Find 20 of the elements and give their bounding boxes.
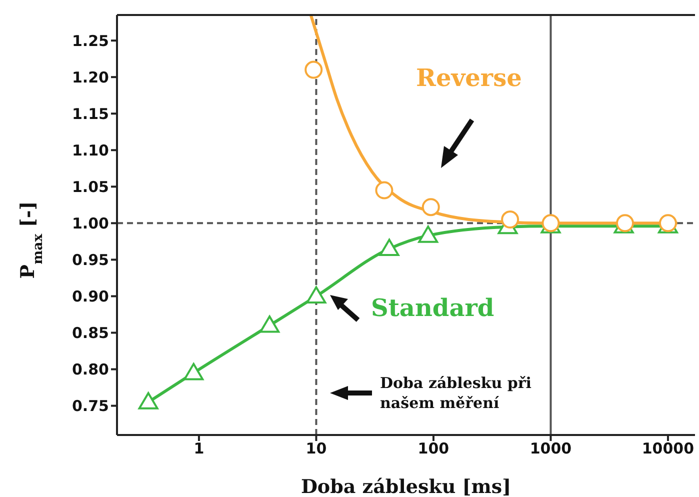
series-label: Standard	[371, 293, 494, 322]
y-tick-label: 1.00	[72, 214, 109, 232]
x-tick-label: 10	[306, 440, 327, 458]
x-axis-title: Doba záblesku [ms]	[300, 476, 512, 497]
y-tick-label: 0.95	[72, 251, 109, 270]
y-tick-label: 0.80	[72, 360, 109, 379]
x-tick-label: 100	[418, 440, 450, 458]
y-tick-label: 1.05	[72, 178, 109, 196]
x-tick-label: 1	[194, 440, 204, 458]
y-tick-label: 1.20	[72, 68, 109, 86]
x-tick-label: 10000	[642, 440, 694, 458]
y-tick-label: 1.15	[72, 104, 109, 123]
text: Reverse	[416, 63, 522, 92]
annotation: Doba záblesku při našem měření	[380, 374, 532, 412]
y-tick-label: 0.75	[72, 397, 109, 416]
y-tick-label: 0.85	[72, 324, 109, 342]
x-tick-label: 1000	[530, 440, 572, 458]
y-tick-label: 1.25	[72, 32, 109, 50]
y-tick-label: 1.10	[72, 141, 109, 160]
y-tick-label: 0.90	[72, 288, 109, 306]
